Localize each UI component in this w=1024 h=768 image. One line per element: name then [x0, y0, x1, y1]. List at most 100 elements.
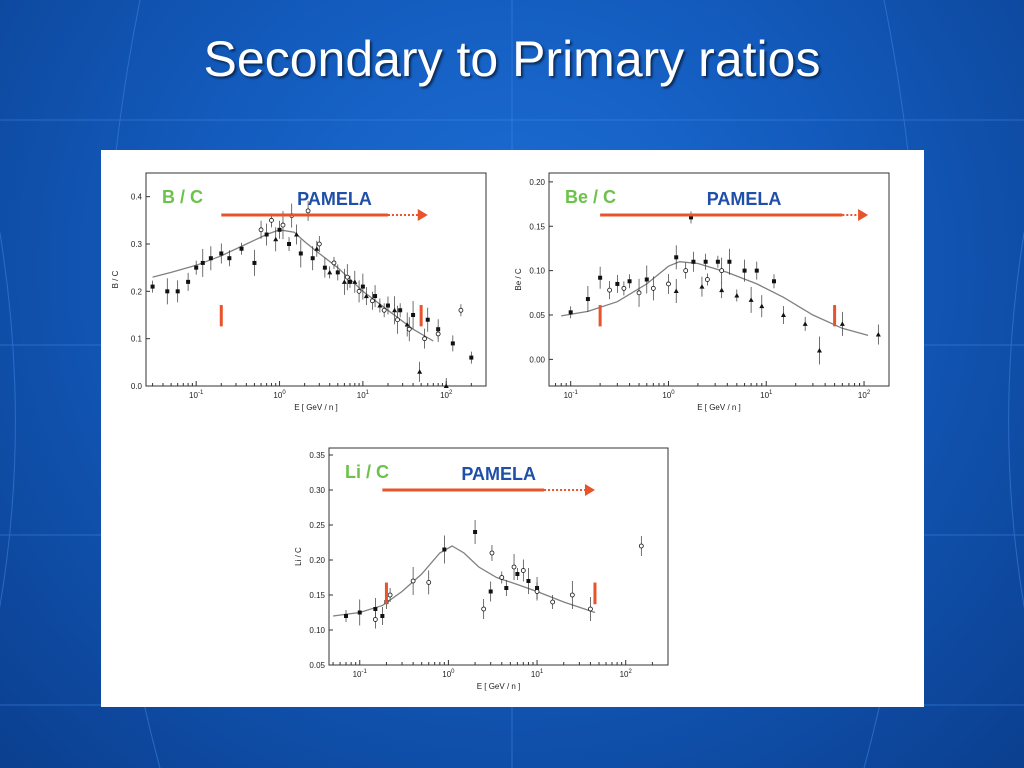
data-point: [748, 297, 754, 302]
data-point: [816, 348, 822, 353]
data-point: [442, 547, 447, 552]
data-point: [621, 285, 627, 291]
data-point: [598, 275, 603, 280]
data-point: [327, 269, 333, 275]
data-point: [703, 259, 708, 264]
x-tick-label: 102: [858, 390, 871, 400]
ratio-charts: 0.0 0.1 0.2 0.3 0.4 10-1 100 101 102 E [ GeV / n …: [111, 172, 890, 691]
y-tick-label: 0.2: [131, 287, 143, 296]
ratio-label: Be / C: [565, 187, 616, 207]
data-point: [704, 277, 710, 282]
data-point: [426, 579, 432, 585]
data-point: [305, 208, 311, 214]
x-tick-label: 10-1: [189, 390, 204, 400]
data-point: [258, 227, 264, 233]
data-point: [727, 259, 732, 264]
data-point: [734, 292, 740, 298]
data-point: [344, 614, 349, 618]
ratio-label: B / C: [162, 187, 203, 207]
x-tick-label: 10-1: [353, 669, 368, 679]
x-tick-label: 10-1: [564, 390, 579, 400]
data-point: [636, 290, 642, 296]
data-point: [683, 268, 689, 274]
data-point: [780, 312, 786, 317]
data-point: [473, 530, 478, 534]
data-point: [691, 259, 696, 264]
y-tick-label: 0.05: [309, 661, 325, 670]
data-point: [411, 313, 416, 317]
data-point: [450, 341, 455, 346]
y-tick-label: 0.05: [529, 311, 545, 320]
data-point: [638, 543, 644, 549]
y-axis-label: B / C: [111, 270, 120, 288]
y-tick-label: 0.20: [309, 556, 325, 565]
data-point: [615, 281, 620, 286]
y-tick-label: 0.25: [309, 521, 325, 530]
x-tick-label: 100: [273, 390, 286, 400]
pamela-arrow-head: [417, 209, 428, 221]
data-point: [644, 277, 649, 282]
data-point: [385, 303, 390, 308]
x-tick-label: 101: [760, 390, 773, 400]
data-point: [294, 232, 300, 237]
pamela-label: PAMELA: [707, 189, 782, 209]
x-tick-label: 101: [357, 390, 370, 400]
y-tick-label: 0.1: [131, 335, 143, 344]
data-point: [395, 317, 400, 323]
data-point: [534, 589, 540, 594]
plot-frame: [145, 172, 487, 387]
x-tick-label: 102: [620, 669, 633, 679]
data-point: [357, 610, 362, 615]
data-point: [404, 321, 410, 327]
data-point: [458, 307, 464, 313]
model-curve: [152, 229, 434, 342]
data-point: [719, 287, 725, 293]
data-point: [406, 326, 412, 332]
data-point: [568, 310, 573, 315]
data-point: [607, 287, 613, 293]
x-tick-label: 100: [442, 669, 455, 679]
data-point: [277, 227, 282, 232]
data-point: [352, 279, 358, 284]
data-point: [186, 279, 191, 284]
data-point: [310, 256, 315, 261]
data-point: [314, 246, 320, 251]
data-point: [489, 550, 495, 556]
y-tick-label: 0.10: [529, 267, 545, 276]
data-point: [200, 260, 205, 265]
model-curve: [561, 261, 869, 337]
data-point: [435, 331, 441, 337]
x-tick-label: 101: [531, 669, 544, 679]
pamela-arrow-head: [584, 484, 595, 496]
data-point: [280, 222, 286, 228]
data-point: [742, 268, 747, 273]
data-point: [488, 589, 493, 594]
data-point: [569, 592, 575, 598]
model-curve: [333, 545, 596, 617]
data-point: [520, 568, 526, 573]
data-point: [380, 614, 385, 618]
data-point: [666, 281, 671, 287]
data-point: [264, 232, 269, 237]
chart-0: 0.0 0.1 0.2 0.3 0.4 10-1 100 101 102 E [ GeV / n …: [111, 172, 487, 412]
y-axis-label: Li / C: [294, 547, 303, 566]
x-axis-label: E [ GeV / n ]: [697, 403, 741, 412]
data-point: [511, 564, 517, 570]
chart-2: 0.05 0.10 0.15 0.20 0.25 0.30 0.35 10-1 100 101 10…: [294, 447, 669, 691]
data-point: [875, 332, 881, 337]
x-tick-label: 100: [662, 390, 675, 400]
data-point: [373, 607, 378, 611]
data-point: [673, 288, 679, 294]
data-point: [771, 279, 776, 284]
y-tick-label: 0.20: [529, 178, 545, 187]
data-point: [392, 307, 398, 313]
data-point: [699, 284, 705, 289]
data-point: [674, 255, 679, 260]
data-point: [387, 592, 393, 598]
data-point: [499, 575, 505, 580]
y-tick-label: 0.30: [309, 486, 325, 495]
slide-title: Secondary to Primary ratios: [203, 31, 821, 87]
data-point: [219, 251, 224, 256]
data-point: [585, 297, 590, 302]
data-point: [356, 288, 362, 294]
